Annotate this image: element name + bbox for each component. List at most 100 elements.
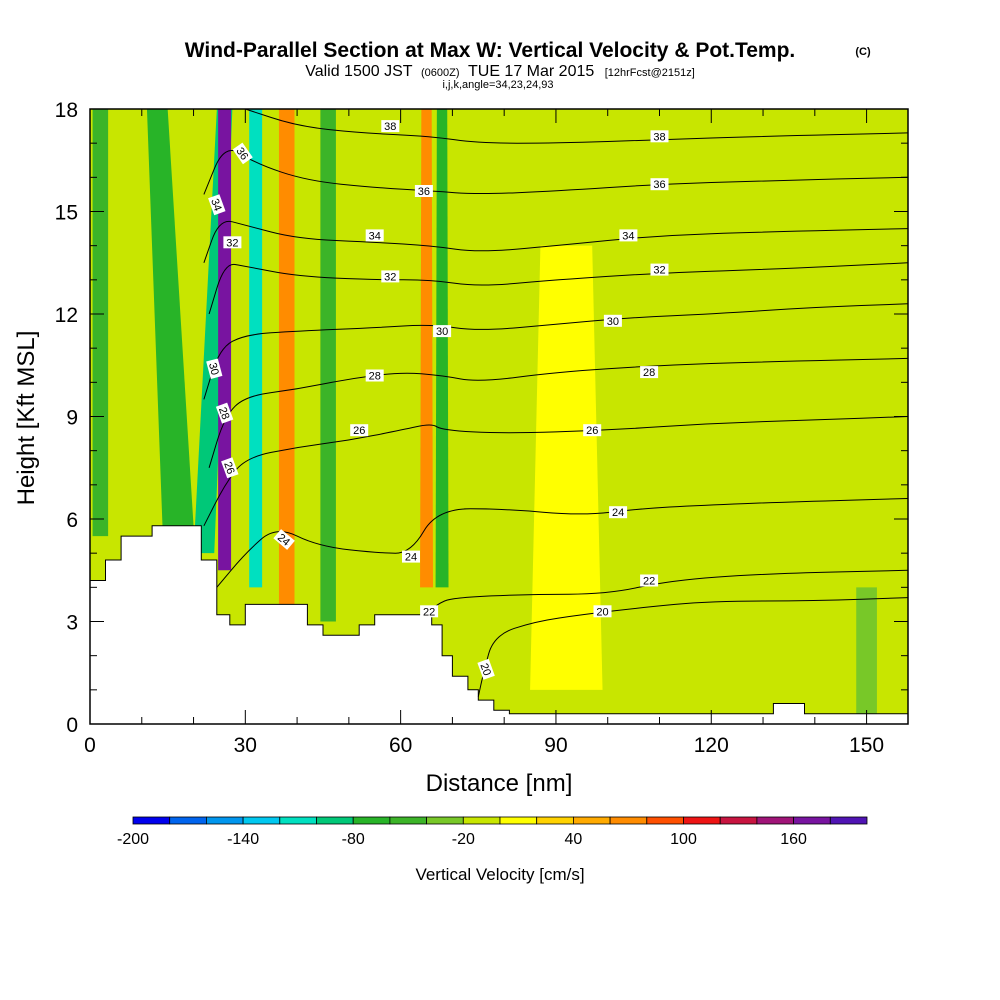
contour-label-bg <box>402 550 420 563</box>
contour-label-bg <box>350 424 369 437</box>
colorbar-tick-label: -20 <box>452 831 475 848</box>
colorbar-swatch <box>756 816 795 825</box>
velocity-band-8 <box>435 109 449 588</box>
colorbar-swatch <box>389 816 427 825</box>
colorbar-swatch <box>316 816 354 825</box>
contour-label-bg <box>232 142 253 165</box>
contour-label-bg <box>640 574 659 587</box>
colorbar-label: Vertical Velocity [cm/s] <box>415 865 584 884</box>
colorbar-swatch <box>719 816 758 825</box>
colorbar-swatch <box>205 816 244 825</box>
contour-label-7: 34 <box>619 229 638 242</box>
contour-label-bg <box>365 369 384 382</box>
contour-label-bg <box>477 658 495 680</box>
contour-label-bg <box>640 366 659 379</box>
y-tick-label: 12 <box>55 304 78 327</box>
chart-indices: i,j,k,angle=34,23,24,93 <box>442 79 553 91</box>
contour-label-text: 22 <box>643 576 655 588</box>
x-axis-label: Distance [nm] <box>426 770 573 797</box>
contour-label-text: 26 <box>353 425 365 437</box>
contour-label-text: 36 <box>653 179 665 191</box>
contour-label-15: 28 <box>640 366 659 379</box>
contour-label-bg <box>215 402 234 424</box>
contour-label-6: 34 <box>365 229 384 242</box>
contour-label-8: 32 <box>223 236 242 249</box>
terrain <box>90 525 908 724</box>
contour-label-26: 20 <box>593 605 612 618</box>
y-tick-label: 6 <box>66 509 78 532</box>
contour-label-text: 34 <box>208 197 223 213</box>
contour-label-1: 38 <box>381 120 400 133</box>
contour-label-bg <box>221 457 239 479</box>
colorbar-swatch <box>499 816 538 825</box>
contour-label-bg <box>381 120 400 133</box>
contour-label-text: 28 <box>643 367 655 379</box>
contour-label-23: 22 <box>420 605 439 618</box>
terrain-profile <box>90 525 908 724</box>
contour-label-text: 32 <box>226 237 238 249</box>
contour-label-bg <box>206 358 223 379</box>
colorbar-swatch <box>462 816 501 825</box>
contour-label-text: 32 <box>384 271 396 283</box>
y-tick-label: 15 <box>55 202 78 225</box>
colorbar-tick-label: -80 <box>342 831 365 848</box>
theta-contour-24 <box>216 498 908 588</box>
contour-label-13: 30 <box>206 358 223 379</box>
contour-label-bg <box>223 236 242 249</box>
contour-label-text: 38 <box>384 121 396 133</box>
colorbar-swatch <box>683 816 721 825</box>
x-axis: 0 30 60 90 120 150 <box>84 109 884 757</box>
colorbar-swatch <box>829 816 868 825</box>
x-tick-label: 30 <box>234 734 257 757</box>
contour-label-bg <box>433 325 452 338</box>
contour-label-bg <box>208 194 226 216</box>
chart-title-units: (C) <box>855 46 871 58</box>
contour-label-16: 28 <box>215 402 234 424</box>
contour-label-3: 36 <box>414 185 433 198</box>
contour-label-bg <box>603 314 622 327</box>
colorbar-tick-label: 40 <box>565 831 583 848</box>
chart-subtitle: Valid 1500 JST (0600Z) TUE 17 Mar 2015 [… <box>305 63 695 80</box>
velocity-band-3 <box>218 109 232 571</box>
contour-label-19: 26 <box>221 457 239 479</box>
contour-label-17: 26 <box>350 424 369 437</box>
velocity-band-7 <box>420 109 433 588</box>
y-tick-label: 3 <box>66 612 78 635</box>
colorbar <box>132 816 868 825</box>
contour-label-9: 32 <box>381 270 400 283</box>
colorbar-tick-label: 160 <box>780 831 807 848</box>
velocity-band-5 <box>278 109 295 605</box>
contour-label-24: 22 <box>640 574 659 588</box>
theta-contour-28 <box>208 357 908 468</box>
contour-label-text: 28 <box>369 371 381 383</box>
contour-label-text: 26 <box>221 460 236 476</box>
contour-labels: 36 38 38 36 36 34 34 34 32 32 32 30 30 30 28 28 28 26 26 26… <box>206 120 669 680</box>
contour-label-text: 30 <box>436 326 448 338</box>
colorbar-swatch <box>536 816 574 825</box>
contour-label-bg <box>609 506 628 519</box>
contour-label-text: 30 <box>607 316 619 328</box>
velocity-band-6 <box>320 109 336 622</box>
contour-label-bg <box>365 229 384 242</box>
theta-contour-32 <box>208 262 908 315</box>
theta-contour-38 <box>245 109 908 144</box>
subtitle-forecast: [12hrFcst@2151z] <box>605 67 695 79</box>
contour-label-text: 22 <box>423 606 435 618</box>
velocity-band-0 <box>92 109 109 537</box>
colorbar-swatch <box>279 816 317 825</box>
contour-label-bg <box>619 229 638 242</box>
colorbar-ticks: -200 -140 -80 -20 40 100 160 <box>117 831 807 848</box>
contour-label-text: 20 <box>596 606 608 618</box>
contour-label-14: 28 <box>365 369 384 383</box>
colorbar-swatch <box>426 816 464 825</box>
contour-label-4: 36 <box>650 178 669 191</box>
contour-label-text: 34 <box>622 230 634 242</box>
colorbar-swatch <box>169 816 207 825</box>
contour-label-5: 34 <box>208 194 226 216</box>
subtitle-date: TUE 17 Mar 2015 <box>468 63 594 80</box>
contour-label-text: 20 <box>477 662 492 678</box>
contour-label-text: 24 <box>405 552 417 564</box>
contour-label-bg <box>414 185 433 197</box>
subtitle-utc: (0600Z) <box>421 67 460 79</box>
y-tick-label: 18 <box>55 99 78 122</box>
